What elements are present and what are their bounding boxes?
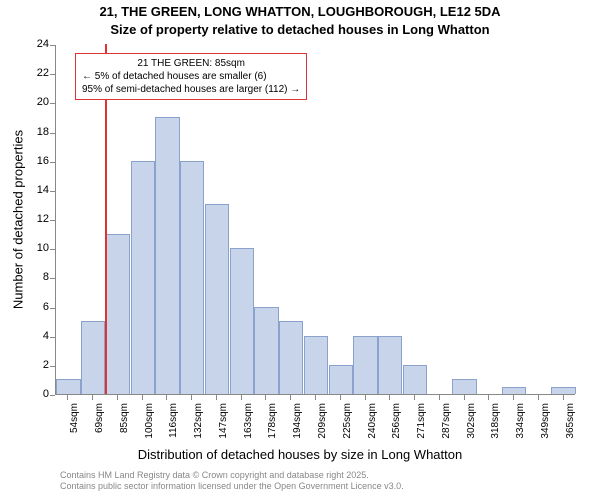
credits-line2: Contains public sector information licen… xyxy=(60,481,404,492)
x-tick-label: 163sqm xyxy=(243,403,254,453)
x-tick-label: 100sqm xyxy=(144,403,155,453)
x-tick-label: 178sqm xyxy=(267,403,278,453)
x-tick-label: 256sqm xyxy=(391,403,402,453)
annotation-line2: ← 5% of detached houses are smaller (6) xyxy=(82,70,300,83)
x-tick-label: 318sqm xyxy=(490,403,501,453)
credits-text: Contains HM Land Registry data © Crown c… xyxy=(60,470,404,492)
histogram-bar xyxy=(180,161,204,394)
y-tick-label: 24 xyxy=(27,38,49,50)
x-tick-label: 209sqm xyxy=(317,403,328,453)
histogram-bar xyxy=(205,204,229,394)
histogram-bar xyxy=(329,365,353,394)
x-tick-label: 85sqm xyxy=(119,403,130,453)
x-tick-label: 116sqm xyxy=(168,403,179,453)
x-tick-label: 302sqm xyxy=(466,403,477,453)
chart-title-line1: 21, THE GREEN, LONG WHATTON, LOUGHBOROUG… xyxy=(0,4,600,19)
y-tick-label: 0 xyxy=(27,388,49,400)
y-tick-label: 12 xyxy=(27,213,49,225)
histogram-bar xyxy=(551,387,575,394)
x-tick-label: 240sqm xyxy=(367,403,378,453)
x-tick-label: 132sqm xyxy=(193,403,204,453)
histogram-bar xyxy=(131,161,155,394)
histogram-bar xyxy=(502,387,526,394)
histogram-bar xyxy=(304,336,328,394)
histogram-bar xyxy=(279,321,303,394)
x-tick-label: 365sqm xyxy=(565,403,576,453)
histogram-bar xyxy=(106,234,130,394)
chart-container: 21, THE GREEN, LONG WHATTON, LOUGHBOROUG… xyxy=(0,0,600,500)
y-tick-label: 8 xyxy=(27,271,49,283)
x-axis-label: Distribution of detached houses by size … xyxy=(0,447,600,462)
y-tick-label: 4 xyxy=(27,330,49,342)
x-tick-label: 271sqm xyxy=(416,403,427,453)
histogram-bar xyxy=(155,117,179,394)
x-tick-label: 287sqm xyxy=(441,403,452,453)
histogram-bar xyxy=(378,336,402,394)
x-tick-label: 54sqm xyxy=(69,403,80,453)
y-tick-label: 14 xyxy=(27,184,49,196)
annotation-line1: 21 THE GREEN: 85sqm xyxy=(82,57,300,70)
histogram-bar xyxy=(353,336,377,394)
y-tick-label: 16 xyxy=(27,155,49,167)
x-tick-label: 69sqm xyxy=(94,403,105,453)
y-tick-label: 6 xyxy=(27,301,49,313)
y-tick-label: 2 xyxy=(27,359,49,371)
y-axis-label: Number of detached properties xyxy=(11,130,26,310)
y-tick-label: 18 xyxy=(27,126,49,138)
y-tick-label: 20 xyxy=(27,96,49,108)
histogram-bar xyxy=(452,379,476,394)
histogram-bar xyxy=(81,321,105,394)
x-tick-label: 334sqm xyxy=(515,403,526,453)
x-tick-label: 147sqm xyxy=(218,403,229,453)
histogram-bar xyxy=(230,248,254,394)
chart-title-line2: Size of property relative to detached ho… xyxy=(0,22,600,37)
histogram-bar xyxy=(56,379,80,394)
histogram-bar xyxy=(403,365,427,394)
annotation-box: 21 THE GREEN: 85sqm ← 5% of detached hou… xyxy=(75,53,307,100)
y-tick-label: 22 xyxy=(27,67,49,79)
histogram-bar xyxy=(254,307,278,395)
credits-line1: Contains HM Land Registry data © Crown c… xyxy=(60,470,404,481)
x-tick-label: 194sqm xyxy=(292,403,303,453)
x-tick-label: 225sqm xyxy=(342,403,353,453)
annotation-line3: 95% of semi-detached houses are larger (… xyxy=(82,83,300,96)
y-tick-label: 10 xyxy=(27,242,49,254)
x-tick-label: 349sqm xyxy=(540,403,551,453)
